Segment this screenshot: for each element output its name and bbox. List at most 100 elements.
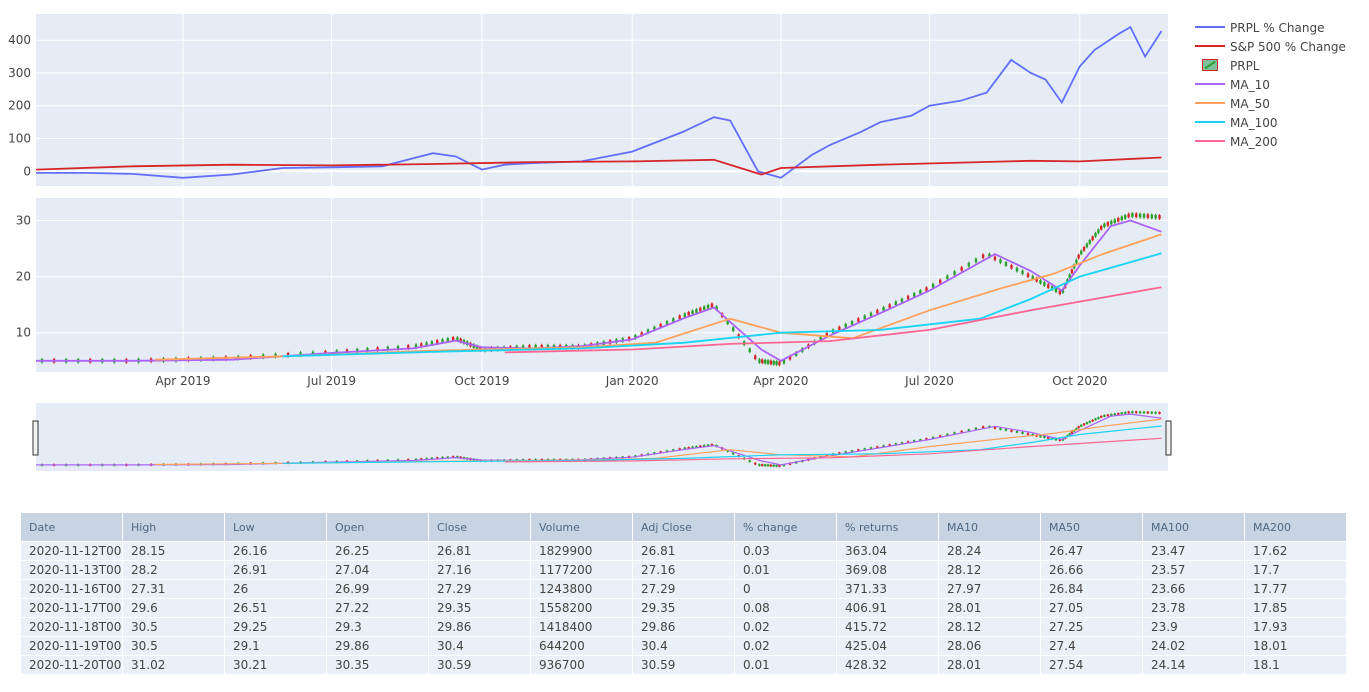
slider-candle-body — [1146, 411, 1150, 414]
pct-y-tick-label: 0 — [23, 164, 31, 178]
price-candle-body — [838, 326, 841, 331]
x-tick-label: Jan 2020 — [605, 374, 659, 388]
legend-label: MA_100 — [1230, 115, 1278, 130]
table-cell: 23.9 — [1142, 617, 1245, 637]
price-candle-body — [706, 304, 710, 309]
slider-candle-body — [1015, 431, 1019, 433]
slider-candle-body — [1039, 435, 1042, 438]
legend-item-prpl[interactable]: PRPL — [1195, 56, 1346, 75]
table-cell: 26.51 — [224, 598, 327, 618]
price-candle-body — [299, 352, 302, 356]
price-candle-body — [766, 360, 770, 364]
table-cell: 24.02 — [1142, 636, 1245, 656]
table-cell: 29.86 — [428, 617, 531, 637]
slider-candle-body — [1031, 433, 1034, 436]
price-candle-body — [1031, 275, 1034, 280]
table-cell: 1177200 — [530, 560, 633, 580]
pct-gridlines — [36, 14, 1168, 186]
slider-candle-body — [1138, 411, 1142, 414]
price-candle-body — [1077, 254, 1080, 259]
price-candle-body — [953, 271, 956, 275]
table-column-header: % returns — [836, 512, 939, 542]
price-candle-body — [1054, 288, 1058, 293]
table-row: 2020-11-19T00 30.5 29.1 29.86 30.4 644200 30.4… — [20, 636, 1347, 656]
price-candle-body — [1094, 233, 1097, 237]
table-cell: 26.81 — [428, 541, 531, 561]
legend-swatch — [1195, 94, 1225, 113]
slider-candle-body — [882, 445, 885, 448]
slider-candle-body — [446, 456, 450, 459]
slider-candle-body — [726, 450, 729, 452]
price-candle-body — [702, 306, 706, 310]
table-column-header: MA200 — [1244, 512, 1347, 542]
price-candle-body — [863, 315, 866, 320]
slider-candle-body — [772, 464, 775, 467]
legend-item-sp500-pct[interactable]: S&P 500 % Change — [1195, 37, 1346, 56]
ma100-slider-line — [282, 425, 1162, 464]
legend-item-ma10[interactable]: MA_10 — [1195, 75, 1346, 94]
price-candle-body — [1070, 269, 1074, 274]
table-cell: 26.81 — [632, 541, 735, 561]
slider-candle-body — [876, 446, 879, 449]
table-cell: 29.86 — [326, 636, 429, 656]
price-candle-body — [754, 355, 757, 360]
price-candle-body — [528, 345, 531, 349]
slider-candle-body — [869, 447, 873, 450]
table-cell: 17.85 — [1244, 598, 1347, 618]
price-candle-body — [894, 301, 898, 306]
slider-candle-body — [863, 448, 866, 451]
price-candle-body — [981, 254, 985, 259]
price-candle-body — [366, 348, 369, 352]
table-cell: 18.01 — [1244, 636, 1347, 656]
pct-series-group — [35, 25, 1163, 179]
table-cell: 30.5 — [122, 636, 225, 656]
range-slider-right-handle[interactable] — [1165, 420, 1172, 456]
table-cell: 27.97 — [938, 579, 1041, 599]
slider-candle-body — [1010, 429, 1013, 432]
price-candle-body — [425, 342, 428, 346]
price-candle-body — [710, 303, 714, 308]
slider-candle-body — [1043, 436, 1046, 439]
price-candle-body — [912, 293, 916, 297]
legend-item-ma200[interactable]: MA_200 — [1195, 132, 1346, 151]
slider-candle-body — [1080, 424, 1083, 427]
price-y-tick-label: 10 — [16, 326, 31, 340]
slider-candle-body — [1004, 428, 1008, 431]
slider-candle-body — [857, 449, 860, 452]
slider-candle-body — [1103, 415, 1106, 417]
slider-candle-body — [912, 440, 916, 442]
legend-item-prpl-pct[interactable]: PRPL % Change — [1195, 18, 1346, 37]
legend-item-ma50[interactable]: MA_50 — [1195, 94, 1346, 113]
x-tick-label: Oct 2020 — [1052, 374, 1107, 388]
slider-candle-body — [974, 427, 978, 430]
price-candle-body — [775, 361, 778, 365]
table-column-header: Open — [326, 512, 429, 542]
price-candle-body — [1039, 280, 1042, 284]
table-cell: 29.25 — [224, 617, 327, 637]
price-candle-body — [857, 318, 860, 322]
price-candle-body — [1158, 215, 1161, 219]
price-candle-body — [1080, 250, 1083, 255]
price-candle-body — [546, 344, 550, 349]
price-candle-body — [672, 318, 675, 322]
price-candle-body — [1088, 240, 1091, 244]
slider-candle-body — [1110, 413, 1113, 416]
slider-candle-body — [1127, 411, 1130, 414]
slider-candle-body — [769, 464, 773, 467]
price-candle-body — [678, 315, 681, 320]
table-column-header: MA100 — [1142, 512, 1245, 542]
table-cell: 0.03 — [734, 541, 837, 561]
range-slider-left-handle[interactable] — [32, 420, 39, 456]
slider-candle-body — [420, 458, 423, 461]
price-candle-body — [772, 360, 775, 365]
slider-candle-body — [1068, 433, 1071, 436]
slider-candle-body — [1088, 420, 1091, 423]
table-cell: 17.62 — [1244, 541, 1347, 561]
table-cell: 2020-11-16T00 — [20, 579, 123, 599]
table-cell: 425.04 — [836, 636, 939, 656]
price-candle-body — [1066, 279, 1069, 283]
x-tick-label: Jul 2020 — [904, 374, 954, 388]
legend-item-ma100[interactable]: MA_100 — [1195, 113, 1346, 132]
slider-candle-body — [1100, 415, 1103, 418]
price-candle-body — [1068, 274, 1071, 279]
